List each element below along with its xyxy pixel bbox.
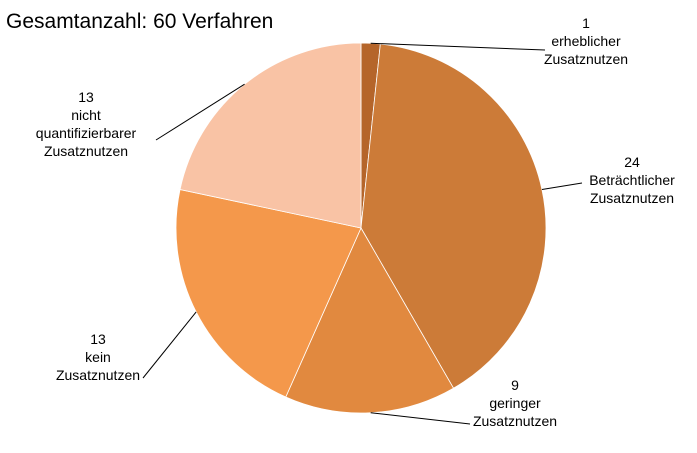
- leader-line-3: [142, 311, 197, 379]
- slice-label-line: Zusatznutzen: [590, 190, 674, 206]
- leader-line-0: [370, 42, 546, 51]
- slice-label-0: 1 erheblicher Zusatznutzen: [544, 15, 628, 67]
- slice-label-3: 13 kein Zusatznutzen: [56, 331, 140, 383]
- slice-label-2: 9 geringer Zusatznutzen: [473, 377, 557, 429]
- slice-label-1: 24 Beträchtlicher Zusatznutzen: [589, 154, 675, 206]
- slice-label-line: 9: [511, 377, 519, 393]
- pie-slices: [175, 42, 547, 414]
- slice-label-line: Beträchtlicher: [589, 172, 675, 188]
- slice-label-line: nicht: [71, 107, 101, 123]
- slice-label-line: 1: [582, 15, 590, 31]
- slice-label-line: 24: [624, 154, 640, 170]
- leader-line-4: [155, 83, 245, 141]
- chart-title: Gesamtanzahl: 60 Verfahren: [6, 10, 273, 33]
- leader-lines: [142, 42, 583, 425]
- slice-label-line: geringer: [489, 395, 541, 411]
- slice-label-line: Zusatznutzen: [544, 51, 628, 67]
- slice-label-4: 13 nicht quantifizierbarer Zusatznutzen: [36, 89, 137, 159]
- leader-line-2: [370, 412, 471, 425]
- slice-label-line: Zusatznutzen: [44, 143, 128, 159]
- slice-label-line: kein: [85, 349, 111, 365]
- pie-slice-4: [179, 42, 362, 229]
- slice-label-line: Zusatznutzen: [473, 413, 557, 429]
- leader-line-1: [541, 182, 583, 191]
- slice-label-line: erheblicher: [551, 33, 621, 49]
- slice-label-line: 13: [78, 89, 94, 105]
- pie-slice-3: [175, 189, 362, 398]
- slice-label-line: Zusatznutzen: [56, 367, 140, 383]
- slice-labels: 1 erheblicher Zusatznutzen 24 Beträchtlicher…: [36, 15, 675, 429]
- slice-label-line: 13: [90, 331, 106, 347]
- slice-label-line: quantifizierbarer: [36, 125, 137, 141]
